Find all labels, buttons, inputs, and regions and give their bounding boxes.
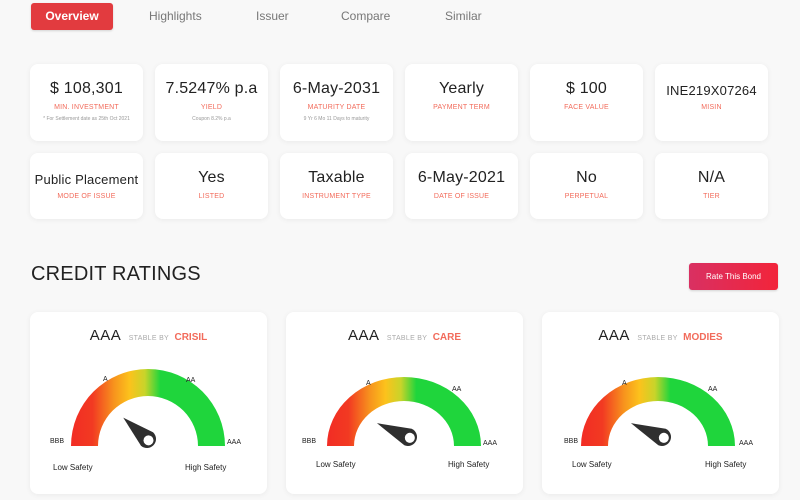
- listed-card: Yes LISTED: [155, 153, 268, 219]
- needle-icon: [630, 423, 671, 446]
- tier-label: TIER: [703, 193, 720, 200]
- tick-a: A: [366, 380, 371, 387]
- tier-value: N/A: [697, 169, 726, 186]
- tab-overview[interactable]: Overview: [31, 3, 113, 30]
- high-safety-label: High Safety: [448, 460, 490, 469]
- gauge-meter: [581, 377, 735, 446]
- tier-card: N/A TIER: [655, 153, 768, 219]
- listed-label: LISTED: [198, 193, 225, 200]
- tick-bbb: BBB: [302, 438, 317, 445]
- yield-note: Coupon 8.2% p.a: [192, 116, 231, 122]
- needle-icon: [123, 417, 156, 448]
- low-safety-label: Low Safety: [572, 460, 612, 469]
- perpetual-label: PERPETUAL: [564, 193, 609, 200]
- maturity-date-card: 6-May-2031 MATURITY DATE 9 Yr 6 Mo 11 Da…: [280, 64, 393, 141]
- misin-label: MISIN: [701, 104, 722, 111]
- mode-of-issue-value: Public Placement: [34, 172, 139, 187]
- maturity-date-note: 9 Yr 6 Mo 11 Days to maturity: [303, 116, 370, 122]
- rating-heading: AAA STABLE BY CARE: [286, 327, 523, 345]
- misin-value: INE219X07264: [666, 83, 757, 98]
- tab-compare[interactable]: Compare: [341, 9, 391, 23]
- tab-highlights[interactable]: Highlights: [149, 9, 202, 23]
- min-investment-label: MIN. INVESTMENT: [54, 104, 119, 111]
- tick-aaa: AAA: [483, 440, 498, 447]
- date-of-issue-card: 6-May-2021 DATE OF ISSUE: [405, 153, 518, 219]
- gauge-meter: [71, 369, 225, 448]
- face-value-value: $ 100: [565, 80, 608, 97]
- tab-bar: Overview Highlights Issuer Compare Simil…: [31, 3, 482, 30]
- rating-card-modies: AAA STABLE BY MODIES BBB A AA AAA Low Sa…: [542, 312, 779, 494]
- low-safety-label: Low Safety: [53, 463, 93, 472]
- instrument-type-card: Taxable INSTRUMENT TYPE: [280, 153, 393, 219]
- face-value-label: FACE VALUE: [564, 104, 609, 111]
- mode-of-issue-card: Public Placement MODE OF ISSUE: [30, 153, 143, 219]
- tick-bbb: BBB: [564, 438, 579, 445]
- high-safety-label: High Safety: [705, 460, 747, 469]
- rating-value: AAA: [598, 327, 630, 344]
- rating-agency: MODIES: [683, 332, 723, 343]
- maturity-date-label: MATURITY DATE: [307, 104, 366, 111]
- tick-a: A: [103, 376, 108, 383]
- rating-heading: AAA STABLE BY MODIES: [542, 327, 779, 345]
- rating-agency: CARE: [432, 332, 462, 343]
- listed-value: Yes: [198, 169, 225, 186]
- rating-value: AAA: [347, 327, 380, 344]
- rating-outlook: STABLE BY: [637, 335, 678, 342]
- rating-heading: AAA STABLE BY CRISIL: [30, 327, 267, 345]
- needle-icon: [376, 423, 417, 446]
- rating-card-care: AAA STABLE BY CARE BBB A AA AAA Low Safe…: [286, 312, 523, 494]
- min-investment-value: $ 108,301: [50, 80, 123, 97]
- tick-a: A: [622, 380, 627, 387]
- rating-value: AAA: [89, 327, 122, 344]
- rating-card-crisil: AAA STABLE BY CRISIL BBB A AA AAA Low Sa…: [30, 312, 267, 494]
- min-investment-note: * For Settlement date as 25th Oct 2021: [43, 116, 130, 122]
- yield-value: 7.5247% p.a: [165, 80, 258, 97]
- low-safety-label: Low Safety: [316, 460, 356, 469]
- tab-similar[interactable]: Similar: [445, 9, 482, 23]
- face-value-card: $ 100 FACE VALUE: [530, 64, 643, 141]
- tab-issuer[interactable]: Issuer: [256, 9, 289, 23]
- rating-outlook: STABLE BY: [128, 335, 170, 342]
- tick-aa: AA: [708, 386, 718, 393]
- yield-card: 7.5247% p.a YIELD Coupon 8.2% p.a: [155, 64, 268, 141]
- tick-bbb: BBB: [50, 438, 65, 445]
- yield-label: YIELD: [200, 104, 223, 111]
- payment-term-label: PAYMENT TERM: [433, 104, 490, 111]
- payment-term-value: Yearly: [438, 80, 485, 97]
- instrument-type-value: Taxable: [308, 169, 365, 186]
- gauge-meter: [327, 377, 481, 446]
- instrument-type-label: INSTRUMENT TYPE: [302, 193, 371, 200]
- tick-aaa: AAA: [227, 439, 242, 446]
- mode-of-issue-label: MODE OF ISSUE: [57, 193, 116, 200]
- payment-term-card: Yearly PAYMENT TERM: [405, 64, 518, 141]
- date-of-issue-label: DATE OF ISSUE: [433, 193, 490, 200]
- date-of-issue-value: 6-May-2021: [417, 169, 506, 186]
- min-investment-card: $ 108,301 MIN. INVESTMENT * For Settleme…: [30, 64, 143, 141]
- maturity-date-value: 6-May-2031: [292, 80, 381, 97]
- rating-agency: CRISIL: [174, 332, 208, 343]
- tick-aa: AA: [452, 386, 462, 393]
- perpetual-card: No PERPETUAL: [530, 153, 643, 219]
- rating-outlook: STABLE BY: [386, 335, 428, 342]
- high-safety-label: High Safety: [185, 463, 227, 472]
- tick-aa: AA: [186, 377, 196, 384]
- tick-aaa: AAA: [739, 440, 754, 447]
- rate-this-bond-button[interactable]: Rate This Bond: [689, 263, 778, 290]
- perpetual-value: No: [576, 169, 597, 186]
- credit-ratings-title: CREDIT RATINGS: [31, 263, 201, 285]
- misin-card: INE219X07264 MISIN: [655, 64, 768, 141]
